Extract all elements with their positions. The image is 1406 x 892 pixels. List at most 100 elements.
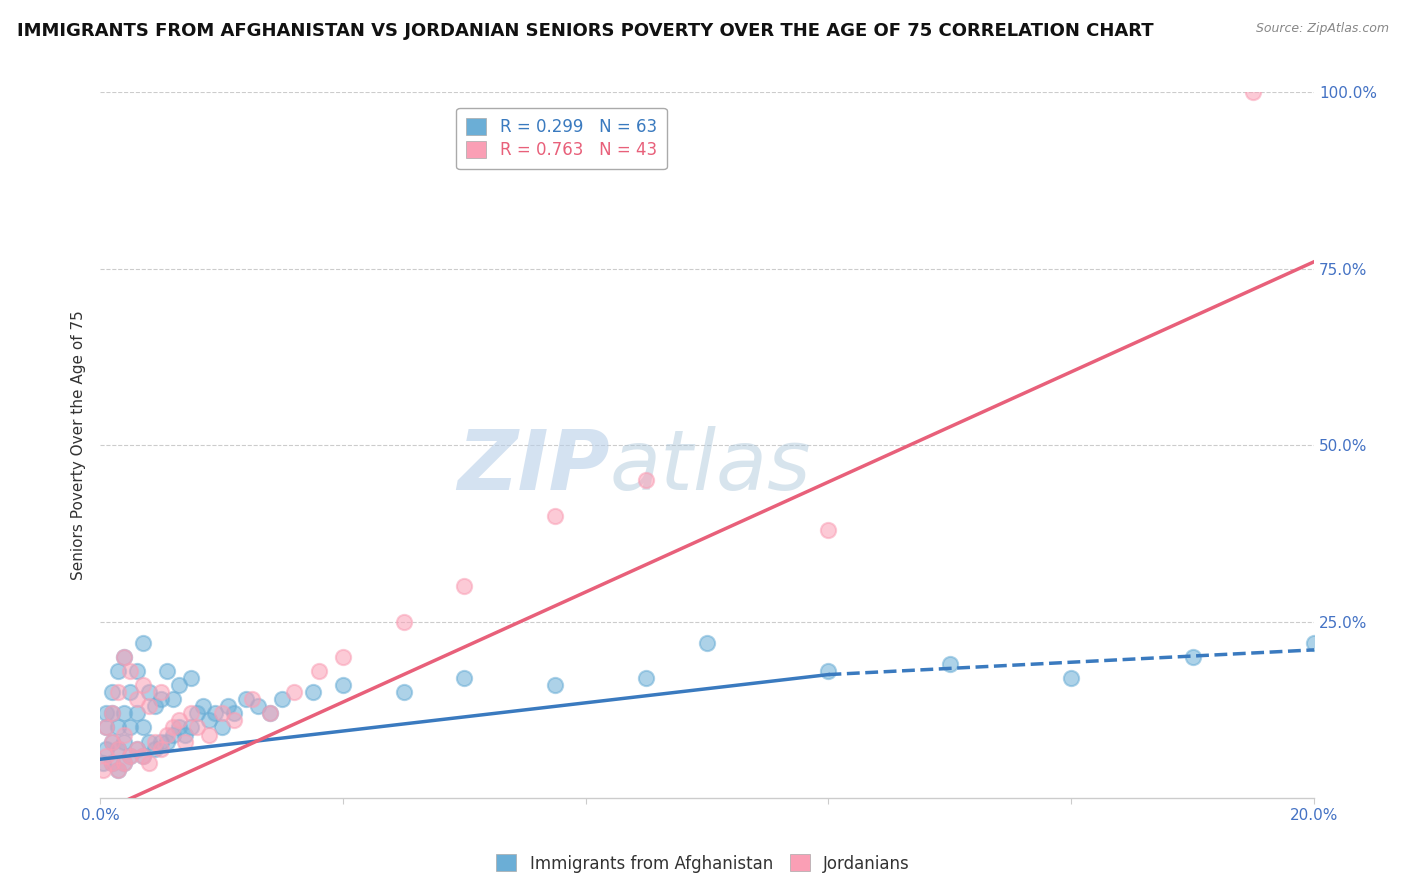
Point xyxy=(101,734,124,748)
Point xyxy=(120,748,142,763)
Point xyxy=(101,734,124,748)
Point xyxy=(107,741,129,756)
Point xyxy=(101,706,124,721)
Point xyxy=(240,692,263,706)
Point xyxy=(112,649,135,664)
Point xyxy=(156,727,179,741)
Point xyxy=(125,741,148,756)
Point xyxy=(125,741,148,756)
Point xyxy=(1060,671,1083,685)
Point xyxy=(180,721,202,735)
Point xyxy=(131,721,153,735)
Point xyxy=(193,699,215,714)
Point xyxy=(138,734,160,748)
Point xyxy=(107,763,129,777)
Point xyxy=(211,706,233,721)
Point xyxy=(1303,636,1326,650)
Point xyxy=(939,657,962,671)
Point xyxy=(120,748,142,763)
Point xyxy=(817,523,839,537)
Point xyxy=(138,756,160,770)
Point xyxy=(101,756,124,770)
Point xyxy=(112,706,135,721)
Point xyxy=(392,615,415,629)
Point xyxy=(222,706,245,721)
Point xyxy=(125,706,148,721)
Legend: R = 0.299   N = 63, R = 0.763   N = 43: R = 0.299 N = 63, R = 0.763 N = 43 xyxy=(456,108,666,169)
Point xyxy=(167,678,190,692)
Point xyxy=(259,706,281,721)
Point xyxy=(107,685,129,699)
Point xyxy=(204,706,226,721)
Point xyxy=(107,741,129,756)
Point xyxy=(91,763,114,777)
Point xyxy=(101,706,124,721)
Point xyxy=(167,714,190,728)
Point xyxy=(186,706,208,721)
Point xyxy=(186,721,208,735)
Point xyxy=(1241,86,1264,100)
Point xyxy=(96,721,118,735)
Point xyxy=(180,671,202,685)
Point xyxy=(271,692,294,706)
Point xyxy=(162,692,184,706)
Point xyxy=(544,678,567,692)
Point xyxy=(112,756,135,770)
Text: IMMIGRANTS FROM AFGHANISTAN VS JORDANIAN SENIORS POVERTY OVER THE AGE OF 75 CORR: IMMIGRANTS FROM AFGHANISTAN VS JORDANIAN… xyxy=(17,22,1153,40)
Point xyxy=(222,714,245,728)
Point xyxy=(259,706,281,721)
Text: Source: ZipAtlas.com: Source: ZipAtlas.com xyxy=(1256,22,1389,36)
Point xyxy=(96,748,118,763)
Y-axis label: Seniors Poverty Over the Age of 75: Seniors Poverty Over the Age of 75 xyxy=(72,310,86,580)
Point xyxy=(107,763,129,777)
Point xyxy=(156,664,179,678)
Point xyxy=(107,664,129,678)
Point xyxy=(198,727,221,741)
Point xyxy=(453,671,475,685)
Legend: Immigrants from Afghanistan, Jordanians: Immigrants from Afghanistan, Jordanians xyxy=(489,847,917,880)
Point xyxy=(131,636,153,650)
Point xyxy=(544,508,567,523)
Point xyxy=(156,734,179,748)
Point xyxy=(112,756,135,770)
Point xyxy=(112,649,135,664)
Point xyxy=(308,664,330,678)
Point xyxy=(143,699,166,714)
Point xyxy=(131,748,153,763)
Point xyxy=(453,579,475,593)
Point xyxy=(332,649,354,664)
Point xyxy=(91,756,114,770)
Point xyxy=(167,721,190,735)
Point xyxy=(131,748,153,763)
Point xyxy=(283,685,305,699)
Point xyxy=(112,734,135,748)
Point xyxy=(138,685,160,699)
Point xyxy=(149,734,172,748)
Point xyxy=(101,756,124,770)
Point xyxy=(125,664,148,678)
Point xyxy=(180,706,202,721)
Point xyxy=(120,685,142,699)
Point xyxy=(120,664,142,678)
Point xyxy=(1181,649,1204,664)
Point xyxy=(143,741,166,756)
Text: atlas: atlas xyxy=(610,425,811,507)
Point xyxy=(198,714,221,728)
Point xyxy=(96,741,118,756)
Point xyxy=(120,721,142,735)
Point xyxy=(131,678,153,692)
Point xyxy=(101,685,124,699)
Point xyxy=(217,699,239,714)
Point xyxy=(174,734,197,748)
Point xyxy=(112,727,135,741)
Point xyxy=(96,706,118,721)
Text: ZIP: ZIP xyxy=(457,425,610,507)
Point xyxy=(107,721,129,735)
Point xyxy=(332,678,354,692)
Point xyxy=(174,727,197,741)
Point xyxy=(235,692,257,706)
Point xyxy=(162,727,184,741)
Point xyxy=(211,721,233,735)
Point xyxy=(162,721,184,735)
Point xyxy=(696,636,718,650)
